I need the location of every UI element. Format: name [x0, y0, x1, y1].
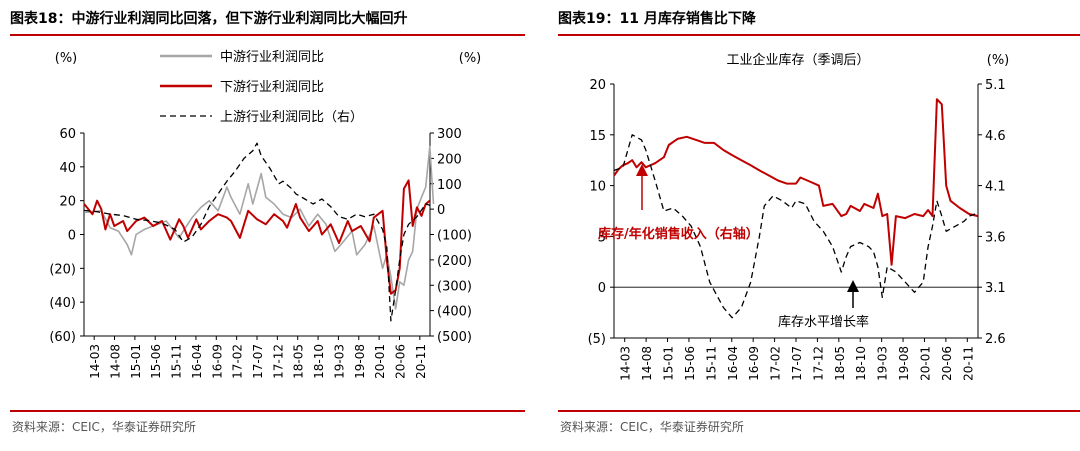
series-line-1: [613, 98, 979, 266]
chart-panel-left: 图表18：中游行业利润同比回落，但下游行业利润同比大幅回升 60 40 20 0 (20…: [0, 0, 525, 451]
x-tick-label: 15-11: [704, 346, 718, 381]
figure-title: 11 月库存销售比下降: [619, 11, 756, 27]
y-axis-label-right: (%): [987, 53, 1010, 68]
annotation-ratio: 库存/年化销售收入（右轴）: [598, 226, 759, 242]
x-tick-label: 20-06: [940, 346, 954, 381]
annotation-growth: 库存水平增长率: [778, 314, 869, 330]
y-tick-label-right: 2.6: [985, 332, 1006, 347]
x-tick-label: 17-07: [251, 344, 265, 379]
line-chart-right: 20 15 10 5 0 (5) 5.1 4.6 4.1 3.6 3.1 2.6 14-03 14-08 1…: [588, 52, 1010, 381]
y-tick-label-right: (300): [437, 279, 472, 294]
legend-label: 中游行业利润同比: [220, 50, 324, 65]
y-tick-label-right: 3.1: [985, 281, 1006, 296]
x-tick-label: 17-02: [769, 346, 783, 381]
x-tick-label: 16-09: [747, 346, 761, 381]
source-rule: [10, 410, 525, 412]
y-tick-label-left: 0: [68, 229, 76, 244]
annotation-arrowhead-growth: [847, 280, 859, 292]
y-tick-label-right: (400): [437, 305, 472, 320]
x-tick-label: 18-05: [833, 346, 847, 381]
y-tick-label-right: (200): [437, 254, 472, 269]
figure-label: 图表19：: [558, 11, 620, 27]
source-note-right: 资料来源：CEIC，华泰证券研究所: [560, 420, 744, 434]
y-tick-label-right: 5.1: [985, 78, 1006, 93]
x-tick-label: 14-03: [88, 344, 102, 379]
x-tick-label: 20-01: [373, 344, 387, 379]
x-tick-label: 18-10: [312, 344, 326, 379]
x-tick-label: 17-02: [231, 344, 245, 379]
series-line-2: [83, 179, 431, 295]
annotation-arrowhead-ratio: [636, 164, 648, 176]
y-tick-label-right: 300: [437, 127, 462, 142]
series-line-2: [613, 134, 979, 319]
y-tick-label-left: 60: [59, 127, 76, 142]
x-tick-label: 20-11: [414, 344, 428, 379]
title-rule: [10, 34, 525, 36]
legend-label: 上游行业利润同比（右）: [220, 110, 363, 125]
line-chart-left: 6040200(20)(40)(60)3002001000(100)(200)(…: [49, 50, 482, 379]
y-axis-label-left: (%): [55, 51, 78, 66]
x-tick-label: 15-11: [170, 344, 184, 379]
chart-title-right: 图表19：11 月库存销售比下降: [558, 8, 756, 28]
y-tick-label-right: 4.1: [985, 180, 1006, 195]
x-tick-label: 17-07: [790, 346, 804, 381]
y-tick-label-left: 10: [589, 180, 606, 195]
x-tick-label: 19-08: [897, 346, 911, 381]
x-tick-label: 15-01: [129, 344, 143, 379]
source-rule: [558, 410, 1080, 412]
y-tick-label-left: 20: [59, 195, 76, 210]
y-tick-label-left: 20: [589, 78, 606, 93]
y-tick-label-left: 5: [598, 230, 606, 245]
y-tick-label-right: 200: [437, 152, 462, 167]
chart-panel-right: 图表19：11 月库存销售比下降 20 15 10 5 0 (5) 5.1 4.6 4.1 3.6…: [548, 0, 1080, 451]
series-line-3: [84, 142, 430, 322]
x-tick-label: 20-01: [918, 346, 932, 381]
x-tick-label: 15-06: [149, 344, 163, 379]
x-tick-label: 15-06: [683, 346, 697, 381]
y-tick-label-left: (60): [49, 330, 76, 345]
x-tick-label: 18-10: [854, 346, 868, 381]
x-tick-label: 20-06: [393, 344, 407, 379]
x-tick-label: 19-08: [353, 344, 367, 379]
x-tick-label: 19-03: [332, 344, 346, 379]
y-tick-label-left: 15: [589, 129, 606, 144]
x-tick-label: 20-11: [961, 346, 975, 381]
x-tick-label: 19-03: [876, 346, 890, 381]
x-tick-label: 15-01: [662, 346, 676, 381]
y-tick-label-right: 100: [437, 178, 462, 193]
x-tick-label: 14-08: [640, 346, 654, 381]
y-tick-label-right: (500): [437, 330, 472, 345]
x-tick-label: 16-04: [190, 344, 204, 379]
x-tick-label: 14-08: [109, 344, 123, 379]
y-tick-label-right: 0: [437, 203, 445, 218]
title-rule: [558, 34, 1080, 36]
chart-title-left: 图表18：中游行业利润同比回落，但下游行业利润同比大幅回升: [10, 8, 407, 28]
legend-label: 下游行业利润同比: [220, 80, 324, 95]
y-tick-label-left: 0: [598, 281, 606, 296]
figure-title: 中游行业利润同比回落，但下游行业利润同比大幅回升: [71, 11, 408, 27]
x-tick-label: 18-05: [292, 344, 306, 379]
y-tick-label-left: (5): [588, 332, 606, 347]
y-axis-label-right: (%): [459, 51, 482, 66]
y-tick-label-right: 4.6: [985, 129, 1006, 144]
x-tick-label: 16-04: [726, 346, 740, 381]
x-tick-label: 17-12: [811, 346, 825, 381]
y-tick-label-right: 3.6: [985, 230, 1006, 245]
figure-label: 图表18：: [10, 11, 72, 27]
chart-inner-title: 工业企业库存（季调后）: [726, 52, 869, 68]
y-tick-label-left: 40: [59, 161, 76, 176]
source-note-left: 资料来源：CEIC，华泰证券研究所: [12, 420, 196, 434]
y-tick-label-left: (40): [49, 296, 76, 311]
x-tick-label: 17-12: [271, 344, 285, 379]
x-tick-label: 14-03: [619, 346, 633, 381]
x-tick-label: 16-09: [210, 344, 224, 379]
y-tick-label-right: (100): [437, 229, 472, 244]
y-tick-label-left: (20): [49, 262, 76, 277]
